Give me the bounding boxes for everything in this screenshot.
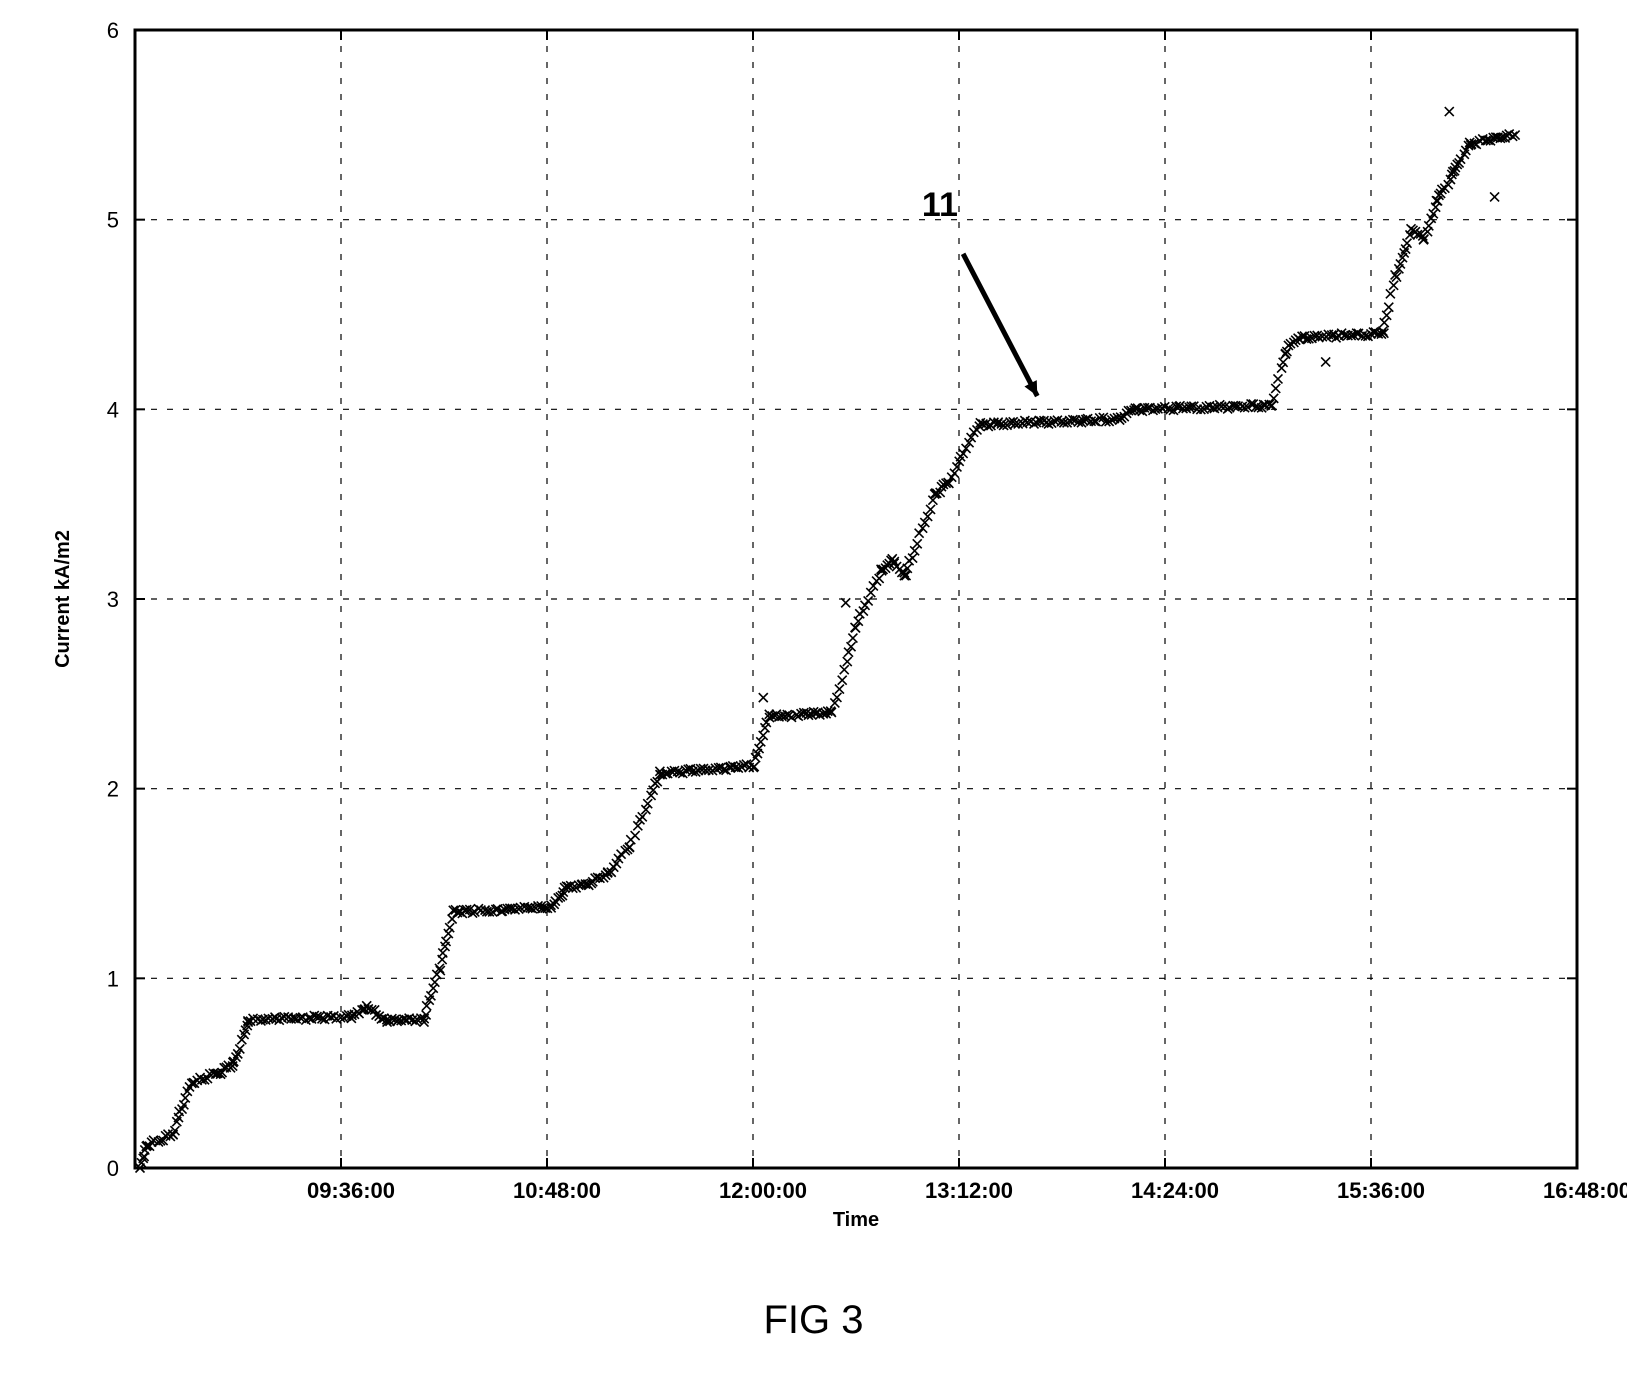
svg-text:1: 1 (107, 966, 119, 991)
svg-text:09:36:00: 09:36:00 (307, 1178, 395, 1203)
svg-text:Current kA/m2: Current kA/m2 (52, 530, 74, 668)
svg-text:2: 2 (107, 777, 119, 802)
svg-text:10:48:00: 10:48:00 (513, 1178, 601, 1203)
svg-text:16:48:00: 16:48:00 (1543, 1178, 1627, 1203)
svg-text:12:00:00: 12:00:00 (719, 1178, 807, 1203)
page-root: 0 1 2 3 4 5 6 09:36:00 10:48:00 12:00:00 13:12:00 1… (0, 0, 1627, 1383)
chart-canvas: 0 1 2 3 4 5 6 09:36:00 10:48:00 12:00:00 13:12:00 1… (0, 0, 1627, 1270)
svg-text:11: 11 (922, 186, 958, 224)
svg-text:Time: Time (833, 1209, 879, 1231)
svg-text:3: 3 (107, 587, 119, 612)
figure-caption: FIG 3 (0, 1298, 1627, 1343)
svg-text:6: 6 (107, 18, 119, 43)
svg-text:15:36:00: 15:36:00 (1337, 1178, 1425, 1203)
svg-text:13:12:00: 13:12:00 (925, 1178, 1013, 1203)
svg-text:14:24:00: 14:24:00 (1131, 1178, 1219, 1203)
svg-text:4: 4 (107, 397, 119, 422)
svg-text:5: 5 (107, 208, 119, 233)
svg-text:0: 0 (107, 1156, 119, 1181)
